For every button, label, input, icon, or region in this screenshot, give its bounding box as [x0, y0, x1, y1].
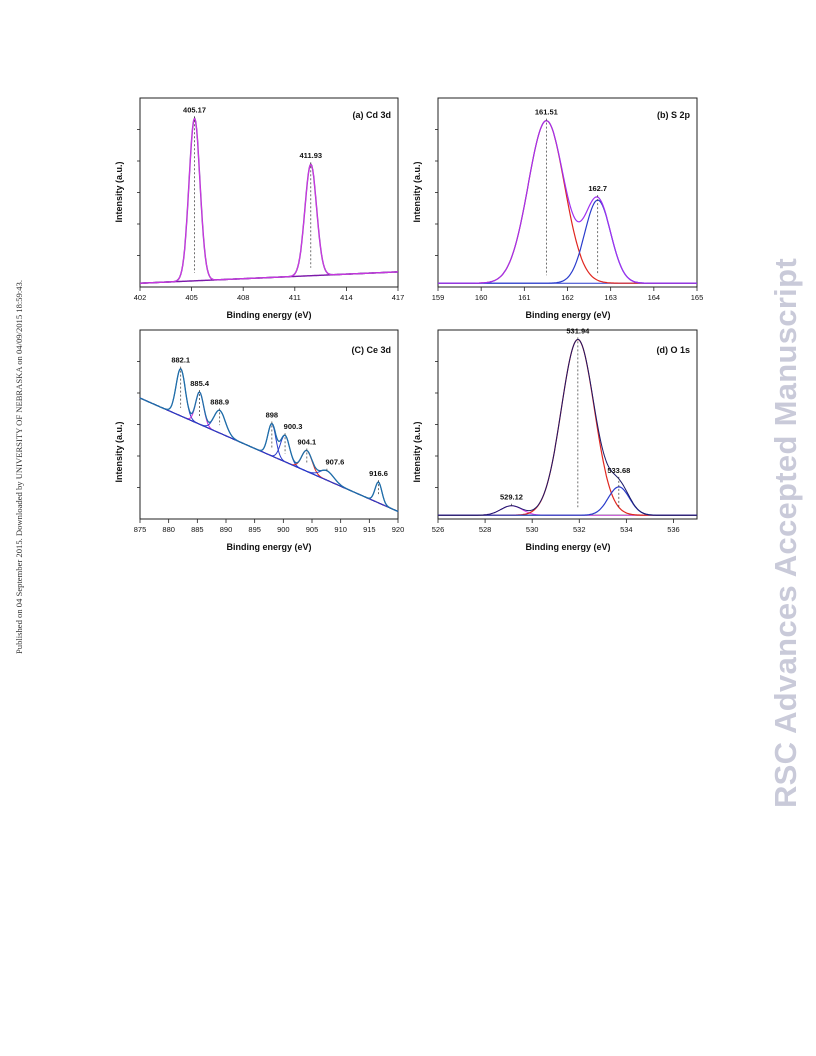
x-tick-label: 163	[604, 293, 617, 302]
x-tick-label: 536	[667, 525, 680, 534]
xps-panel-cd3d: (a) Cd 3d Binding energy (eV) Intensity …	[114, 97, 405, 320]
x-axis-label: Binding energy (eV)	[525, 542, 610, 552]
peak-label: 405.17	[183, 105, 206, 114]
x-axis-label: Binding energy (eV)	[525, 310, 610, 320]
fit-curves	[438, 120, 697, 284]
envelope-line	[438, 120, 697, 284]
fit-peak-line	[140, 162, 398, 284]
peak-label: 907.6	[326, 458, 345, 467]
fit-peak-line	[438, 505, 697, 516]
peak-label: 161.51	[535, 108, 558, 117]
fit-curves	[140, 116, 398, 284]
envelope-line	[140, 117, 398, 284]
peak-label: 411.93	[300, 151, 323, 160]
peak-labels: 529.12 531.94 533.68	[500, 326, 630, 508]
x-tick-label: 159	[432, 293, 445, 302]
plot-frame	[437, 329, 698, 520]
peak-labels: 405.17 411.93	[183, 105, 322, 273]
x-tick-label: 411	[289, 293, 301, 302]
peak-label: 162.7	[588, 184, 607, 193]
x-ticks: 526 528 530 532 534 536	[432, 361, 680, 534]
peak-label: 882.1	[171, 356, 190, 365]
x-axis-label: Binding energy (eV)	[226, 542, 311, 552]
xps-panel-s2p: (b) S 2p Binding energy (eV) Intensity (…	[412, 97, 704, 320]
peak-label: 531.94	[566, 326, 590, 335]
panel-title: (a) Cd 3d	[352, 110, 391, 120]
x-tick-label: 414	[340, 293, 353, 302]
x-tick-label: 900	[277, 525, 290, 534]
x-ticks: 159 160 161 162 163 164 165	[432, 129, 704, 302]
x-tick-label: 161	[518, 293, 531, 302]
x-ticks: 875 880 885 890 895 900 905 910 915 920	[134, 361, 405, 534]
fit-peak-line	[139, 367, 399, 512]
peak-label: 904.1	[297, 437, 316, 446]
panel-title: (b) S 2p	[657, 110, 691, 120]
xps-panel-o1s: (d) O 1s Binding energy (eV) Intensity (…	[412, 326, 698, 552]
plot-frame	[139, 97, 399, 288]
xps-panel-ce3d: (C) Ce 3d Binding energy (eV) Intensity …	[114, 329, 405, 552]
x-tick-label: 905	[306, 525, 319, 534]
fit-peak-line	[140, 116, 398, 284]
x-tick-label: 160	[475, 293, 488, 302]
fit-peak-line	[438, 120, 697, 284]
fit-curves	[139, 367, 399, 513]
x-tick-label: 528	[479, 525, 492, 534]
peak-label: 898	[266, 410, 279, 419]
y-axis-label: Intensity (a.u.)	[412, 161, 422, 222]
panel-title: (C) Ce 3d	[351, 345, 391, 355]
fit-curves	[438, 338, 697, 516]
envelope-line	[438, 339, 697, 516]
accepted-manuscript-watermark: RSC Advances Accepted Manuscript	[768, 258, 803, 808]
x-tick-label: 162	[561, 293, 574, 302]
peak-label: 888.9	[210, 397, 229, 406]
x-tick-label: 895	[248, 525, 261, 534]
plot-frame	[437, 97, 698, 288]
x-tick-label: 165	[691, 293, 704, 302]
x-tick-label: 875	[134, 525, 147, 534]
peak-labels: 161.51 162.7	[535, 108, 607, 276]
y-axis-label: Intensity (a.u.)	[114, 161, 124, 222]
x-tick-label: 885	[191, 525, 204, 534]
x-tick-label: 532	[573, 525, 586, 534]
y-axis-label: Intensity (a.u.)	[412, 421, 422, 482]
x-tick-label: 402	[134, 293, 147, 302]
x-tick-label: 910	[334, 525, 347, 534]
y-axis-label: Intensity (a.u.)	[114, 421, 124, 482]
peak-label: 529.12	[500, 493, 523, 502]
x-tick-label: 880	[162, 525, 175, 534]
fit-peak-line	[438, 486, 697, 516]
panel-title: (d) O 1s	[656, 345, 690, 355]
x-tick-label: 164	[648, 293, 661, 302]
x-tick-label: 408	[237, 293, 250, 302]
peak-label: 533.68	[607, 466, 630, 475]
fit-peak-line	[438, 338, 697, 516]
peak-label: 885.4	[190, 379, 210, 388]
x-ticks: 402 405 408 411 414 417	[134, 129, 405, 302]
x-tick-label: 417	[392, 293, 405, 302]
x-tick-label: 405	[185, 293, 198, 302]
x-tick-label: 526	[432, 525, 445, 534]
x-tick-label: 920	[392, 525, 405, 534]
publication-note: Published on 04 September 2015. Download…	[14, 280, 24, 654]
x-tick-label: 534	[620, 525, 633, 534]
x-axis-label: Binding energy (eV)	[226, 310, 311, 320]
peak-label: 916.6	[369, 469, 388, 478]
fit-peak-line	[438, 199, 697, 284]
peak-label: 900.3	[284, 422, 303, 431]
x-tick-label: 530	[526, 525, 539, 534]
x-tick-label: 915	[363, 525, 376, 534]
data-line	[139, 367, 399, 513]
x-tick-label: 890	[220, 525, 233, 534]
